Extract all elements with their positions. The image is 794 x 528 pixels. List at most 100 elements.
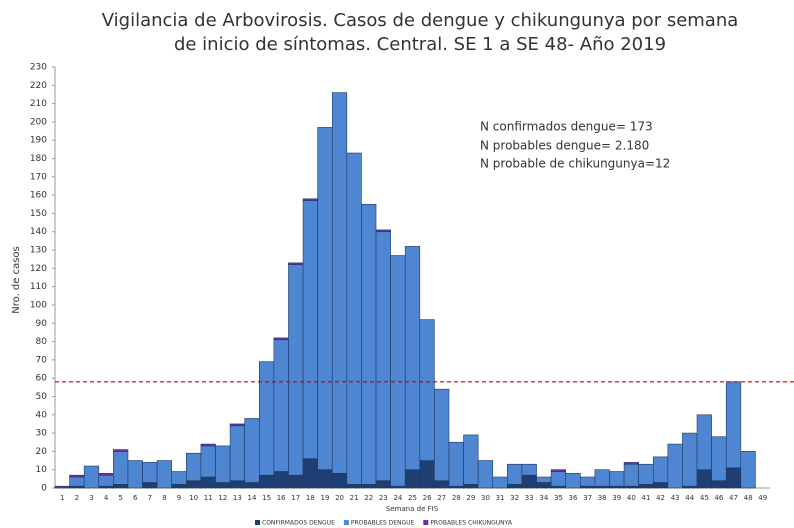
annotation: N probable de chikungunya=12 <box>480 157 670 171</box>
x-tick-label: 44 <box>685 494 694 502</box>
legend-swatch <box>255 520 260 525</box>
bar-segment <box>288 264 304 476</box>
y-tick-label: 180 <box>30 154 47 164</box>
annotation: N probables dengue= 2.180 <box>480 139 649 153</box>
x-tick-label: 9 <box>177 494 181 502</box>
legend-label: PROBABLES CHIKUNGUNYA <box>430 520 513 527</box>
bar-segment <box>375 229 391 233</box>
bar-segment <box>331 92 348 474</box>
bar-segment <box>521 474 537 489</box>
x-tick-label: 20 <box>335 494 344 502</box>
bar-segment <box>375 480 391 489</box>
y-tick-label: 70 <box>36 355 48 365</box>
bar-segment <box>361 203 377 485</box>
chart-subtitle: de inicio de síntomas. Central. SE 1 a S… <box>174 34 666 55</box>
bar-segment <box>740 451 756 489</box>
bar-segment <box>521 463 537 476</box>
y-tick-label: 100 <box>30 300 47 310</box>
bar-segment <box>580 476 596 487</box>
y-tick-label: 20 <box>36 447 48 457</box>
legend-label: CONFIRMADOS DENGUE <box>262 520 335 527</box>
x-tick-label: 29 <box>466 494 475 502</box>
y-tick-label: 40 <box>36 410 48 420</box>
y-tick-label: 50 <box>36 392 48 402</box>
bar-segment <box>667 443 683 489</box>
x-tick-label: 21 <box>350 494 359 502</box>
x-tick-label: 33 <box>525 494 534 502</box>
x-axis-label: Semana de FIS <box>386 505 439 513</box>
chart-title: Vigilancia de Arbovirosis. Casos de deng… <box>102 10 739 31</box>
bar-segment <box>302 200 318 460</box>
x-tick-label: 23 <box>379 494 388 502</box>
bar-segment <box>638 484 654 489</box>
y-tick-label: 30 <box>36 429 48 439</box>
x-tick-label: 46 <box>714 494 723 502</box>
bar-segment <box>361 484 377 489</box>
x-tick-label: 17 <box>291 494 300 502</box>
x-tick-label: 19 <box>320 494 329 502</box>
bar-segment <box>113 451 129 485</box>
bar-segment <box>142 462 158 483</box>
x-tick-label: 12 <box>218 494 227 502</box>
y-tick-label: 190 <box>30 136 47 146</box>
bar-segment <box>550 471 567 487</box>
bar-segment <box>186 480 202 489</box>
x-tick-label: 40 <box>627 494 636 502</box>
x-tick-label: 26 <box>423 494 432 502</box>
bar-segment <box>419 460 435 489</box>
y-axis-label: Nro. de casos <box>11 246 22 314</box>
legend-swatch <box>423 520 429 525</box>
y-tick-label: 150 <box>30 209 47 219</box>
bar-segment <box>638 463 654 485</box>
bar-segment <box>244 482 260 489</box>
x-tick-label: 28 <box>452 494 461 502</box>
y-tick-label: 60 <box>36 374 48 384</box>
bar-segment <box>244 418 260 483</box>
bar-segment <box>565 473 581 489</box>
bar-segment <box>113 449 129 452</box>
bar-segment <box>54 485 70 489</box>
bar-segment <box>186 452 202 481</box>
bar-segment <box>609 471 625 487</box>
y-tick-label: 200 <box>30 117 47 127</box>
x-tick-label: 36 <box>569 494 578 502</box>
y-tick-label: 90 <box>36 319 48 329</box>
bar-segment <box>288 474 304 489</box>
x-tick-label: 2 <box>75 494 79 502</box>
x-tick-label: 10 <box>189 494 198 502</box>
legend-swatch <box>343 520 349 525</box>
x-tick-label: 43 <box>671 494 680 502</box>
bar-segment <box>477 460 494 489</box>
bar-segment <box>536 482 552 489</box>
x-tick-label: 30 <box>481 494 490 502</box>
bar-segment <box>302 458 318 489</box>
bar-segment <box>346 152 362 485</box>
bar-segment <box>390 255 406 487</box>
x-tick-label: 15 <box>262 494 271 502</box>
bar-segment <box>696 469 712 489</box>
y-tick-label: 160 <box>30 191 47 201</box>
bar-segment <box>215 445 231 483</box>
x-tick-label: 24 <box>393 494 402 502</box>
bar-segment <box>113 484 129 489</box>
bar-segment <box>317 469 333 489</box>
bar-segment <box>711 480 727 489</box>
bar-segment <box>696 414 712 470</box>
bar-segment <box>725 467 742 489</box>
bar-segment <box>434 480 450 489</box>
bar-segment <box>83 465 100 489</box>
legend-label: PROBABLES DENGUE <box>351 520 415 527</box>
bar-segment <box>258 474 275 489</box>
annotation: N confirmados dengue= 173 <box>480 120 653 134</box>
bar-segment <box>536 476 552 483</box>
x-tick-label: 8 <box>162 494 166 502</box>
bar-segment <box>317 127 333 470</box>
x-tick-label: 16 <box>277 494 286 502</box>
bar-segment <box>375 231 391 481</box>
bar-segment <box>652 456 669 483</box>
bar-segment <box>623 463 639 487</box>
x-tick-label: 6 <box>133 494 138 502</box>
x-tick-label: 7 <box>148 494 152 502</box>
bar-segment <box>492 476 508 489</box>
